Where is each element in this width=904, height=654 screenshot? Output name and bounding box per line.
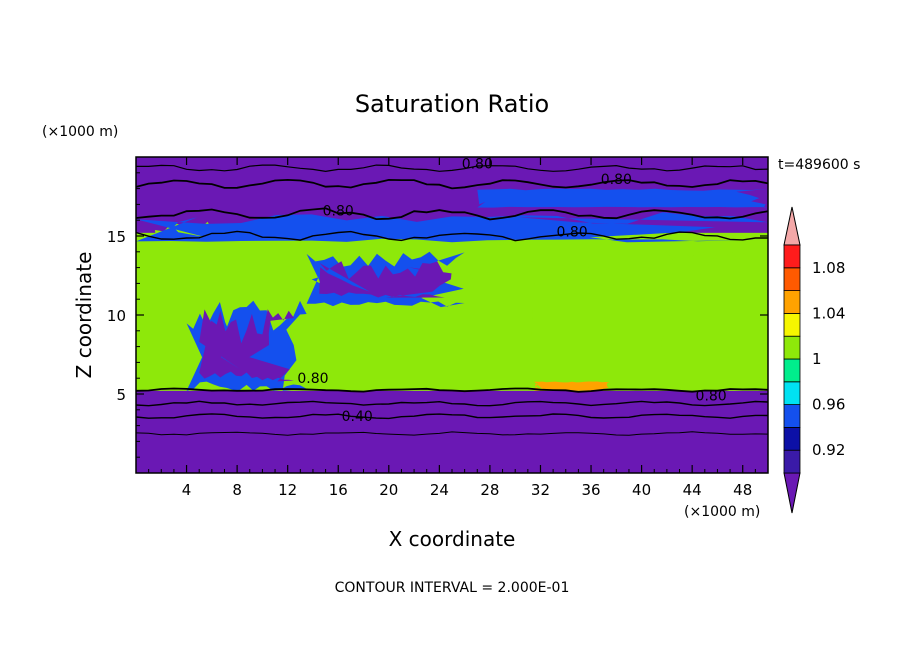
contour-label: 0.80: [297, 371, 328, 387]
colorbar-bin-2: [783, 404, 801, 428]
contour-line-top: [136, 164, 768, 173]
contour-line-upper: [136, 178, 768, 190]
colorbar-bin-0: [783, 449, 801, 474]
x-tick-label: 12: [278, 481, 297, 499]
contour-label: 0.80: [601, 172, 632, 188]
x-axis-label: X coordinate: [389, 527, 516, 551]
x-tick-label: 40: [632, 481, 651, 499]
colorbar-bin-6: [783, 312, 801, 337]
contour-line-cloud-base: [136, 387, 768, 393]
field-region-10: [477, 188, 768, 208]
contour-label: 0.80: [556, 224, 587, 240]
colorbar-label: 0.96: [812, 396, 845, 414]
y-tick-label: 15: [107, 228, 126, 246]
contour-label: 0.80: [462, 156, 493, 172]
field-region-8-core: [319, 261, 452, 298]
y-axis: 5 10 15: [107, 172, 768, 458]
contour-label: 0.40: [342, 409, 373, 425]
field-region-3: [458, 275, 490, 315]
x-tick-label: 16: [329, 481, 348, 499]
contour-line-040: [136, 413, 768, 420]
contour-line-lowest: [136, 431, 768, 436]
x-tick-label: 32: [531, 481, 550, 499]
contour-layer: 0.80 0.80 0.80 0.80 0.80 0.80 0.40: [136, 156, 768, 436]
colorbar: 0.92 0.96 1 1.04 1.08: [783, 206, 845, 514]
y-tick-label: 5: [116, 386, 126, 404]
contour-interval-note: CONTOUR INTERVAL = 2.000E-01: [335, 580, 570, 596]
colorbar-bin-7: [783, 290, 801, 314]
contour-line-cloud-top: [136, 230, 768, 242]
colorbar-label: 1.04: [812, 304, 845, 322]
x-tick-label: 4: [182, 481, 192, 499]
y-tick-label: 10: [107, 307, 126, 325]
contour-line-low: [136, 400, 768, 407]
time-label: t=489600 s: [778, 157, 860, 173]
x-tick-label: 8: [232, 481, 242, 499]
x-unit-label: (×1000 m): [684, 504, 760, 520]
field-region-7-core: [199, 309, 294, 382]
chart-title: Saturation Ratio: [355, 90, 549, 118]
plot-area: 0.80 0.80 0.80 0.80 0.80 0.80 0.40: [135, 156, 769, 474]
y-axis-label: Z coordinate: [72, 252, 96, 379]
y-unit-label: (×1000 m): [42, 124, 118, 140]
field-region-4: [527, 260, 610, 390]
colorbar-label: 0.92: [812, 441, 845, 459]
colorbar-bin-9: [783, 244, 801, 269]
x-tick-label: 20: [379, 481, 398, 499]
field-region-9: [136, 212, 768, 243]
x-tick-label: 44: [683, 481, 702, 499]
x-tick-label: 28: [480, 481, 499, 499]
x-tick-label: 36: [581, 481, 600, 499]
colorbar-label: 1.08: [812, 259, 845, 277]
colorbar-bin-4: [783, 358, 801, 383]
colorbar-under-arrow: [783, 472, 801, 514]
field-region-6: [534, 381, 610, 391]
x-tick-label: 24: [430, 481, 449, 499]
colorbar-bin-5: [783, 335, 801, 360]
colorbar-label: 1: [812, 350, 822, 368]
colorbar-bin-1: [783, 426, 801, 451]
contour-label: 0.80: [696, 389, 727, 405]
field-region-5: [660, 249, 768, 390]
contour-label: 0.80: [323, 204, 354, 220]
x-axis: 4 8 12 16 20 24 28 32 36 40 44 48: [148, 157, 756, 499]
contour-line-mid-upper: [136, 207, 768, 221]
colorbar-bin-3: [783, 381, 801, 405]
colorbar-over-arrow: [783, 206, 801, 246]
x-tick-label: 48: [733, 481, 752, 499]
field-layer: [136, 157, 768, 473]
colorbar-bin-8: [783, 267, 801, 291]
